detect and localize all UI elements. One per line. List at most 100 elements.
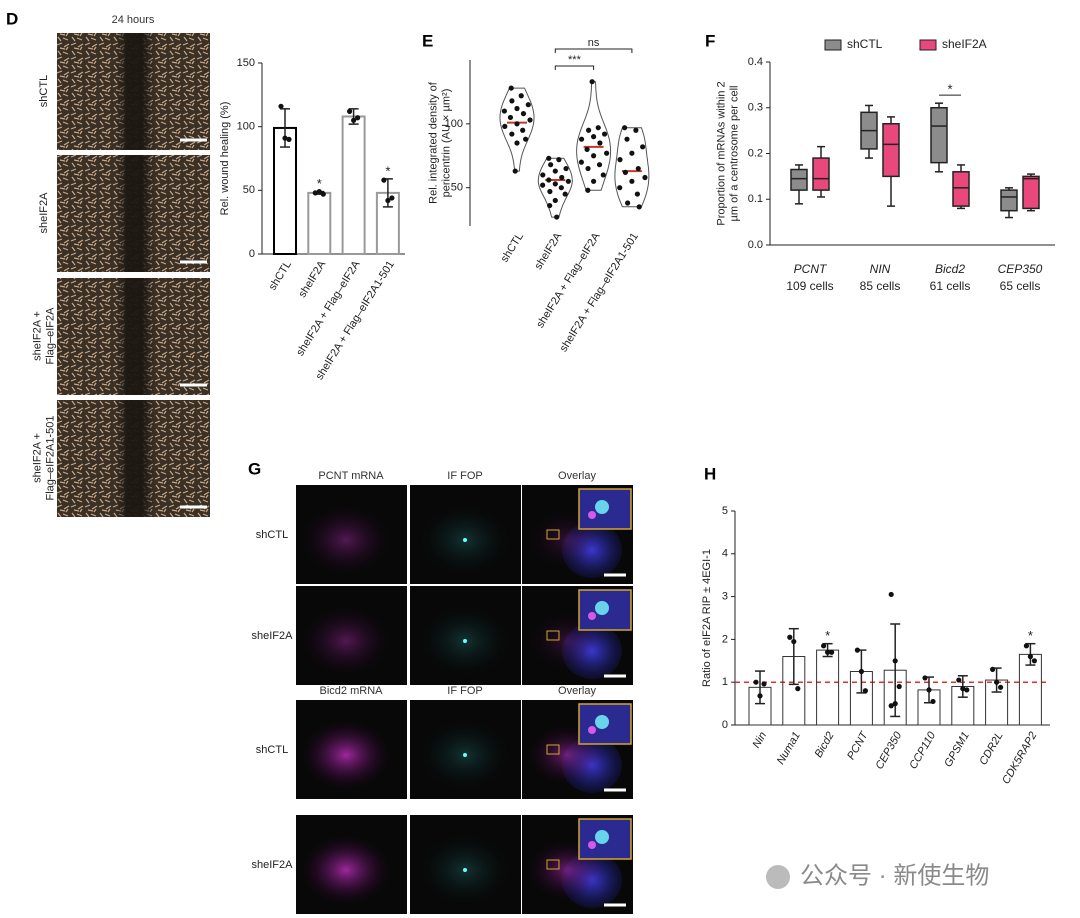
- data-point: [994, 679, 1000, 685]
- data-point: [514, 105, 520, 112]
- box: [790, 168, 808, 191]
- data-point: [757, 693, 763, 699]
- significance: *: [947, 82, 952, 97]
- column-header: Bicd2 mRNA: [320, 685, 384, 697]
- data-point: [956, 677, 962, 683]
- wound-gap: [57, 278, 210, 395]
- y-tick-label: 0.0: [748, 239, 763, 251]
- row-label: sheIF2A +Flag–eIF2A: [31, 307, 56, 365]
- data-point: [540, 182, 546, 188]
- y-axis-label: Ratio of eIF2A RIP ± 4EGI-1: [701, 549, 713, 687]
- data-point: [862, 688, 869, 694]
- data-point: [514, 140, 520, 146]
- box: [930, 107, 948, 164]
- data-point: [753, 679, 759, 685]
- x-subtick-label: 65 cells: [1000, 279, 1041, 293]
- data-point: [591, 134, 597, 140]
- row-label-line: sheIF2A +: [31, 433, 43, 483]
- significance: ns: [588, 37, 600, 49]
- data-point: [578, 136, 585, 142]
- row-label-line: sheIF2A: [38, 192, 50, 234]
- centrosome: [463, 868, 467, 872]
- data-point: [507, 114, 514, 121]
- data-point: [282, 135, 288, 141]
- data-point: [518, 93, 524, 99]
- data-point: [523, 136, 529, 142]
- significance: *: [385, 163, 390, 178]
- y-tick-label: 0.2: [748, 147, 763, 159]
- data-point: [558, 185, 564, 191]
- data-point: [347, 108, 353, 114]
- y-axis-label-line: µm of a centrosome per cell: [728, 86, 740, 222]
- data-point: [622, 125, 628, 131]
- data-point: [825, 649, 831, 655]
- data-point: [509, 98, 515, 104]
- data-point: [622, 169, 629, 175]
- data-point: [552, 181, 558, 187]
- data-point: [512, 168, 518, 174]
- data-point: [922, 675, 928, 681]
- data-point: [563, 165, 569, 172]
- data-point: [278, 103, 284, 109]
- data-point: [552, 168, 558, 174]
- centrosome: [463, 753, 467, 757]
- panel-label: G: [248, 459, 261, 478]
- signal: [301, 720, 391, 790]
- data-point: [585, 187, 591, 193]
- watermark: 公众号 · 新使生物: [800, 862, 989, 889]
- data-point: [892, 658, 898, 664]
- y-tick-label: 0: [249, 248, 255, 260]
- data-point: [591, 153, 597, 159]
- row-label: shCTL: [256, 744, 288, 756]
- data-point: [548, 162, 554, 168]
- y-axis-label-line: Proportion of mRNAs within 2: [715, 81, 727, 225]
- data-point: [596, 162, 603, 168]
- y-tick-label: 4: [722, 548, 728, 560]
- row-label: shCTL: [256, 529, 288, 541]
- y-tick-label: 1: [722, 676, 728, 688]
- data-point: [565, 178, 571, 184]
- roi-box: [546, 529, 560, 540]
- significance: *: [317, 176, 322, 191]
- y-axis-label: Rel. integrated density ofpericentrin (A…: [427, 81, 452, 204]
- data-point: [896, 683, 902, 690]
- data-point: [930, 698, 936, 705]
- data-point: [636, 204, 642, 210]
- row-label-line: sheIF2A +: [31, 311, 43, 361]
- roi-box: [546, 630, 560, 641]
- data-point: [595, 125, 601, 131]
- data-point: [629, 178, 635, 184]
- data-point: [351, 117, 357, 123]
- data-point: [547, 188, 553, 195]
- y-tick-label: 0.4: [748, 56, 763, 68]
- data-point: [591, 178, 597, 184]
- data-point: [888, 703, 894, 709]
- column-header: IF FOP: [447, 685, 482, 697]
- y-axis-label-line: Rel. integrated density of: [427, 81, 439, 204]
- significance: *: [1028, 628, 1033, 643]
- significance: ***: [568, 54, 582, 66]
- data-point: [617, 157, 623, 163]
- data-point: [791, 638, 797, 645]
- wound-gap: [57, 155, 210, 272]
- data-point: [892, 701, 898, 707]
- panel-label: E: [422, 31, 433, 50]
- y-tick-label: 0: [722, 719, 728, 731]
- data-point: [501, 108, 507, 114]
- data-point: [547, 202, 553, 209]
- data-point: [554, 214, 560, 220]
- data-point: [316, 189, 322, 195]
- signal: [301, 835, 391, 905]
- x-tick-label: PCNT: [794, 262, 828, 276]
- data-point: [546, 155, 552, 161]
- data-point: [960, 686, 966, 692]
- signal: [301, 505, 391, 575]
- data-point: [1023, 643, 1029, 649]
- y-axis-label: Rel. wound healing (%): [219, 102, 231, 216]
- data-point: [888, 591, 894, 598]
- panel-label: D: [6, 9, 18, 28]
- data-point: [385, 197, 391, 204]
- data-point: [761, 681, 767, 687]
- data-point: [589, 79, 595, 85]
- data-point: [617, 185, 623, 191]
